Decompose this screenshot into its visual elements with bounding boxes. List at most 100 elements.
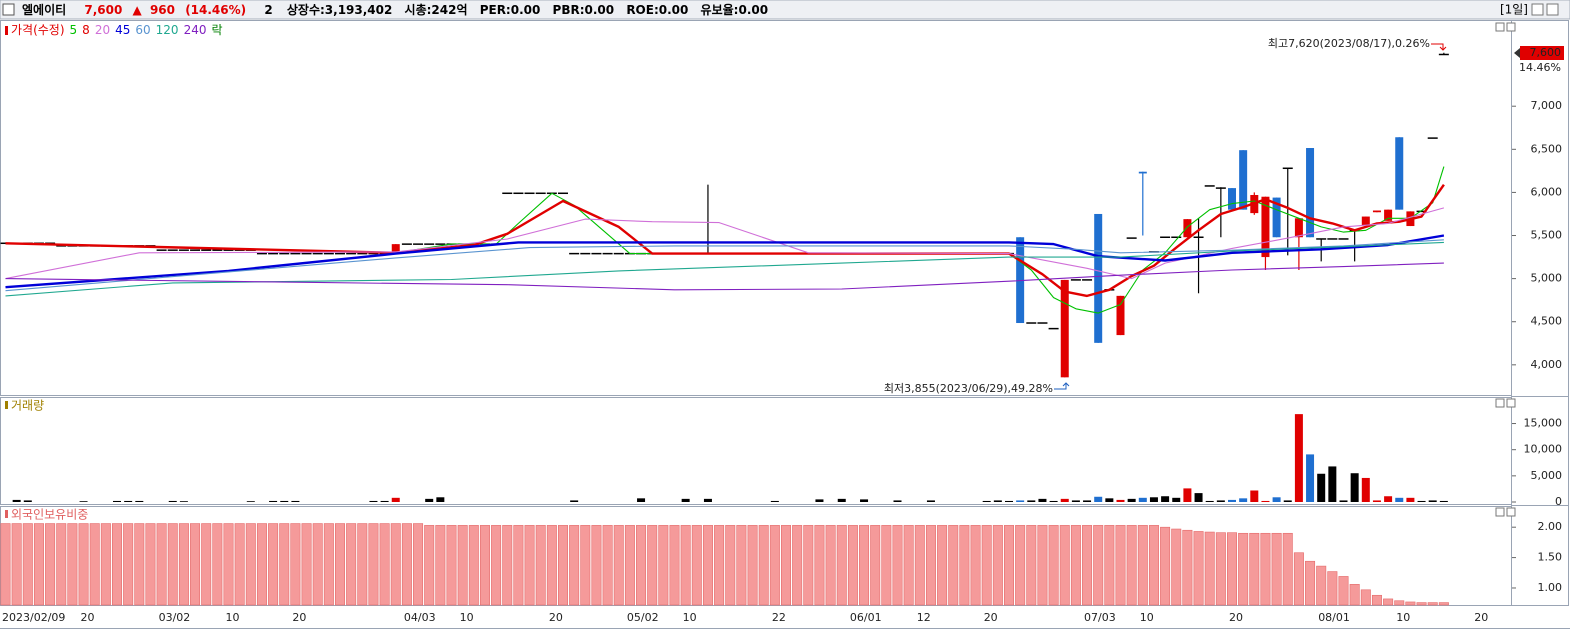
arrow: ▲ [133,3,143,17]
bar [1261,500,1270,502]
bar [0,523,11,606]
x-tick-label: 12 [917,611,931,624]
bar [1049,500,1058,502]
button[interactable] [1506,398,1516,408]
bar [457,525,468,606]
bar [1238,532,1249,606]
x-tick-label: 20 [81,611,95,624]
y-tick-label: 15,000 [1524,417,1563,430]
bar [168,500,177,502]
change: 960 [150,3,175,17]
legend-icon [5,401,8,409]
bar [1260,532,1271,606]
count: 2 [264,3,272,17]
bar [959,525,970,606]
legend-icon [5,26,8,35]
candle-body [1239,150,1248,210]
bar [446,525,457,606]
x-tick-label: 2023/02/09 [2,611,65,624]
bar [860,499,869,502]
y-tick-label: 5,000 [1531,469,1563,482]
x-tick-label: 10 [683,611,697,624]
legend-entry: 5 [70,23,78,37]
button[interactable] [1506,507,1516,517]
bar [134,523,145,606]
x-tick-label: 10 [226,611,240,624]
bar [290,523,301,606]
bar [1082,525,1093,606]
bar [436,497,445,502]
candle-body [1138,171,1147,174]
stock-name: 엘에이티 [22,2,66,17]
bar [268,523,279,606]
bar [937,525,948,606]
bar [981,525,992,606]
button[interactable] [1531,3,1544,16]
bar [435,525,446,606]
bar [1228,499,1236,502]
bar [870,525,881,606]
y-tick-label: 6,500 [1531,142,1563,155]
bar [569,525,580,606]
bar [1027,500,1036,502]
bar [1037,525,1048,606]
bar [591,525,602,606]
bar [736,525,747,606]
y-tick-label: 10,000 [1524,443,1563,456]
candle-body [1306,148,1315,238]
bar [1293,552,1304,606]
bar [1059,525,1070,606]
plot-layer: 4,000 4,500 5,000 5,500 6,000 6,500 7,000 0 5,00… [0,52,1563,624]
bar [1038,498,1047,502]
bar [323,523,334,606]
bar [1417,500,1426,502]
checkbox[interactable] [2,3,15,16]
button[interactable] [1495,398,1505,408]
bar [702,525,713,606]
ma-line [5,262,1444,291]
candle-body [1395,137,1404,210]
bar [1171,528,1182,606]
button[interactable] [1546,3,1559,16]
bar [546,525,557,606]
candle-body [1094,213,1103,343]
bar [770,500,779,502]
y-tick-label: 6,000 [1531,185,1563,198]
button[interactable] [1495,507,1505,517]
bar [1083,500,1092,502]
bar [1137,525,1148,606]
legend-entry: 락 [211,23,222,37]
x-tick-label: 20 [984,611,998,624]
bar [379,523,390,606]
period[interactable]: [1일] [1500,3,1528,17]
bar [1016,500,1025,502]
bar [847,525,858,606]
bar [769,525,780,606]
bar [613,525,624,606]
button[interactable] [1495,22,1505,32]
candle-body [1361,216,1370,226]
bar [369,500,378,502]
price-pointer [1514,48,1520,58]
ma-line [5,184,1445,298]
bar [391,497,400,502]
bar [893,500,902,502]
bar [1317,473,1326,502]
bar [357,523,368,606]
bar [346,523,357,606]
x-tick-label: 20 [549,611,563,624]
bar [780,525,791,606]
current-price: 7,600 [1530,46,1562,59]
bar [1048,525,1059,606]
button[interactable] [1506,22,1516,32]
bar [1349,584,1360,606]
bar [179,501,188,502]
x-tick-label: 20 [292,611,306,624]
bar [1406,497,1415,502]
bar [914,525,925,606]
bar [792,525,803,606]
ma-line [5,234,1445,289]
bar [468,525,479,606]
arrow [1431,43,1447,51]
bar [837,498,846,502]
